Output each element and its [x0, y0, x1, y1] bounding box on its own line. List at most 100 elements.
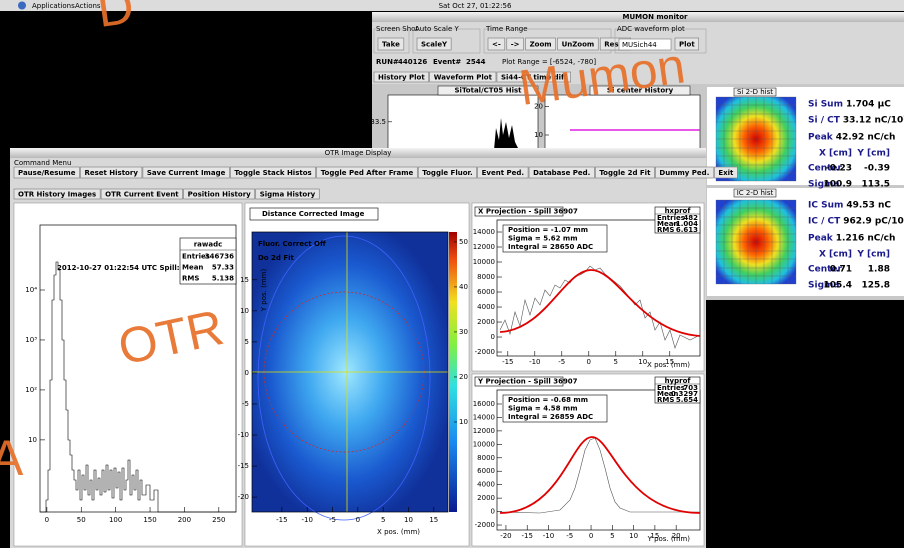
- x-tick-label: 5: [381, 516, 385, 524]
- y-tick-label: 10²: [25, 386, 37, 394]
- y-tick-label: 2000: [477, 494, 495, 502]
- button-label[interactable]: Toggle Ped After Frame: [321, 169, 414, 177]
- x-tick-label: -10: [529, 358, 540, 366]
- group-label: Auto Scale Y: [415, 25, 460, 33]
- x-tick-label: 5: [614, 358, 618, 366]
- button-label[interactable]: Toggle Fluor.: [422, 169, 472, 177]
- x-tick-label: -10: [543, 532, 554, 540]
- button-label[interactable]: Exit: [718, 169, 734, 177]
- y-tick-label: -15: [238, 462, 249, 470]
- stat-value: -0.39: [864, 164, 890, 174]
- button-label[interactable]: <-: [492, 41, 501, 49]
- x-tick-label: 15: [650, 532, 659, 540]
- stat-value: 42.92 nC/ch: [836, 133, 896, 143]
- y-tick-label: 8000: [477, 273, 495, 281]
- y-tick-label: 6000: [477, 288, 495, 296]
- note: Fluor. Correct Off: [258, 240, 326, 248]
- stat-label: RMS: [182, 275, 199, 283]
- x-tick-label: 0: [587, 358, 591, 366]
- y-tick-label: 33.5: [370, 118, 386, 126]
- group-label: ADC waveform plot: [617, 25, 685, 33]
- run-label: RUN#: [376, 58, 399, 66]
- button-label[interactable]: ->: [511, 41, 520, 49]
- y-tick-label: 10³: [25, 336, 37, 344]
- y-tick-label: -2000: [475, 521, 495, 529]
- button-label[interactable]: Reset History: [84, 169, 138, 177]
- x-tick-label: -5: [558, 358, 565, 366]
- stat-value: 100.9: [824, 180, 852, 190]
- group-label: Command Menu: [14, 159, 71, 167]
- y-tick-label: 4000: [477, 481, 495, 489]
- x-tick-label: -15: [276, 516, 287, 524]
- button-label[interactable]: ScaleY: [421, 41, 448, 49]
- stat-label: IC / CT: [808, 217, 841, 227]
- y-tick-label: 12000: [473, 243, 495, 251]
- button-label[interactable]: Zoom: [530, 41, 552, 49]
- y-tick-label: 4000: [477, 303, 495, 311]
- y-tick-label: -2000: [475, 348, 495, 356]
- stat-label: RMS: [657, 226, 674, 234]
- button-label[interactable]: Dummy Ped.: [659, 169, 709, 177]
- y-tick-label: -5: [242, 400, 249, 408]
- button-label[interactable]: Database Ped.: [533, 169, 590, 177]
- fit-text: Position = -1.07 mm: [508, 226, 588, 234]
- y-tick-label: -20: [238, 493, 249, 501]
- tab-label[interactable]: History Plot: [378, 74, 425, 82]
- annotation: D: [94, 0, 138, 38]
- stat-value: 5.654: [676, 396, 698, 404]
- tab-label[interactable]: Position History: [188, 191, 252, 199]
- colorbar-label: 50: [459, 238, 468, 246]
- x-tick-label: 10: [629, 532, 638, 540]
- x-tick-label: 50: [77, 516, 86, 524]
- tab-label[interactable]: OTR History Images: [18, 191, 96, 199]
- stat-label: Si / CT: [808, 116, 841, 126]
- button-label[interactable]: Event Ped.: [482, 169, 524, 177]
- button-label[interactable]: Pause/Resume: [18, 169, 76, 177]
- stat-label: Mean: [182, 264, 203, 272]
- stat-value: 1.88: [868, 265, 890, 275]
- stat-value: 962.9 pC/10¹²: [843, 217, 904, 227]
- stat-value: 33.12 nC/10¹²: [843, 116, 904, 126]
- stat-value: -0.23: [826, 164, 852, 174]
- y-tick-label: 8000: [477, 454, 495, 462]
- x-tick-label: 200: [178, 516, 191, 524]
- event-label: Event#: [433, 58, 461, 66]
- x-tick-label: 100: [109, 516, 122, 524]
- group-label: Time Range: [485, 25, 528, 33]
- y-tick-label: 10: [240, 307, 249, 315]
- app-icon[interactable]: [18, 2, 26, 10]
- button-label[interactable]: Toggle Stack Histos: [234, 169, 311, 177]
- x-tick-label: 250: [212, 516, 225, 524]
- colorbar-label: 10: [459, 418, 468, 426]
- y-tick-label: 10000: [473, 440, 495, 448]
- window-title: MUMON monitor: [623, 13, 689, 21]
- button-label[interactable]: Save Current Image: [147, 169, 226, 177]
- x-tick-label: -10: [301, 516, 312, 524]
- tab-label[interactable]: Sigma History: [260, 191, 316, 199]
- window-title: OTR Image Display: [325, 149, 392, 157]
- button-label[interactable]: Take: [382, 41, 400, 49]
- run-number: 440126: [398, 58, 427, 66]
- x-tick-label: -20: [500, 532, 511, 540]
- button-label[interactable]: Toggle 2d Fit: [599, 169, 651, 177]
- tab-label[interactable]: OTR Current Event: [105, 191, 179, 199]
- annotation: A: [0, 430, 24, 486]
- x-tick-label: 15: [665, 358, 674, 366]
- fit-text: Sigma = 4.58 mm: [508, 405, 578, 413]
- group-label: Screen Shot: [376, 25, 418, 33]
- fit-text: Integral = 28650 ADC: [508, 243, 593, 251]
- stat-label: Si Sum: [808, 100, 843, 110]
- stat-value: 6.613: [676, 226, 698, 234]
- button-label[interactable]: UnZoom: [562, 41, 595, 49]
- tab-label[interactable]: Waveform Plot: [434, 74, 493, 82]
- x-tick-label: -15: [521, 532, 532, 540]
- stat-label: Peak: [808, 133, 834, 143]
- x-tick-label: 10: [638, 358, 647, 366]
- clock: Sat Oct 27, 01:22:56: [439, 2, 512, 10]
- y-tick-label: 6000: [477, 467, 495, 475]
- menu-item[interactable]: Applications: [32, 2, 75, 10]
- fit-text: Sigma = 5.62 mm: [508, 235, 578, 243]
- x-tick-label: 0: [45, 516, 49, 524]
- x-tick-label: 0: [589, 532, 593, 540]
- x-tick-label: 5: [610, 532, 614, 540]
